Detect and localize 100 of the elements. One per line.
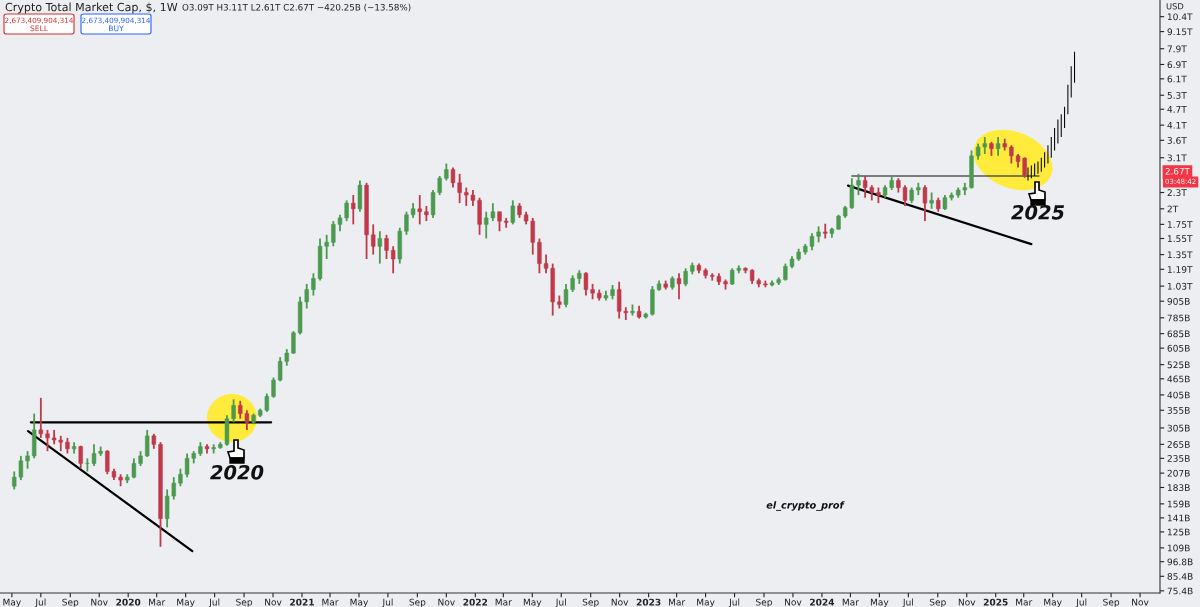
y-tick-label: 3.6T (1167, 137, 1187, 144)
candlestick (477, 196, 482, 236)
candlestick (922, 184, 928, 222)
x-tick-label: Jul (208, 598, 220, 607)
x-tick-label: 2025 (983, 598, 1008, 606)
y-tick-label: 109B (1167, 544, 1190, 552)
y-tick-label: 305B (1167, 424, 1190, 432)
x-tick-label: Jul (1075, 598, 1087, 607)
y-tick-label: 75.4B (1167, 587, 1193, 595)
x-tick-label: Nov (958, 598, 976, 606)
y-tick-label: 235B (1167, 455, 1190, 462)
x-tick-label: Sep (582, 598, 599, 607)
x-tick-label: Nov (611, 598, 629, 606)
x-tick-label: Mar (842, 598, 859, 606)
y-tick-label: 785B (1167, 314, 1190, 322)
candlestick (676, 272, 682, 301)
x-tick-label: 2024 (810, 598, 835, 606)
x-tick-label: May (177, 598, 195, 607)
chart-title: Crypto Total Market Cap, $, 1W (5, 2, 178, 14)
x-tick-label: Nov (265, 598, 282, 606)
y-tick-label: 6.1T (1167, 75, 1187, 83)
y-tick-label: 85.4B (1167, 573, 1193, 580)
x-tick-label: Mar (669, 598, 686, 606)
x-tick-label: Nov (91, 598, 108, 606)
y-tick-label: 605B (1167, 344, 1190, 352)
y-tick-label: 2.3T (1167, 189, 1187, 197)
candlestick (384, 233, 389, 260)
y-tick-label: 1.55T (1167, 235, 1193, 243)
y-tick-label: 3.1T (1167, 154, 1187, 162)
x-tick-label: Mar (1016, 598, 1033, 606)
y-tick-label: 465B (1167, 375, 1190, 383)
candlestick (995, 136, 1001, 157)
candlestick (417, 194, 422, 226)
x-tick-label: 2023 (636, 598, 661, 606)
y-tick-label: 9.15T (1167, 28, 1193, 36)
x-tick-label: May (350, 598, 369, 607)
x-tick-label: Nov (438, 598, 455, 606)
y-tick-label: 355B (1167, 407, 1190, 414)
candlestick (45, 428, 50, 453)
y-tick-label: 4.7T (1167, 106, 1187, 113)
candlestick (357, 179, 363, 213)
x-tick-label: Jul (34, 598, 46, 607)
y-tick-label: 525B (1167, 361, 1190, 369)
candlestick (510, 199, 515, 226)
x-tick-label: Sep (1103, 598, 1120, 607)
candlestick (38, 396, 44, 439)
x-tick-label: Mar (149, 598, 166, 606)
annotation: 2025 (1011, 204, 1065, 220)
y-tick-label: 905B (1167, 297, 1190, 305)
x-tick-label: Nov (785, 598, 802, 606)
x-tick-label: Mar (322, 598, 339, 606)
y-tick-label: 1.03T (1167, 282, 1193, 290)
candlestick (497, 210, 502, 233)
x-tick-label: Nov (1132, 598, 1149, 606)
candlestick (390, 245, 396, 275)
y-tick-label: 2T (1167, 205, 1179, 213)
annotation: 2020 (210, 464, 264, 480)
y-tick-label: 5.3T (1167, 91, 1187, 99)
x-tick-label: Jul (382, 598, 393, 607)
text: USD (1166, 3, 1184, 10)
x-tick-label: Jul (555, 598, 566, 607)
y-tick-label: 207B (1167, 469, 1190, 477)
x-tick-label: 2020 (116, 598, 141, 606)
x-tick-label: Sep (756, 598, 773, 607)
x-tick-label: Sep (236, 598, 253, 607)
y-tick-label: 10.4T (1167, 13, 1193, 21)
y-tick-label: 6.9T (1167, 61, 1187, 69)
y-tick-label: 265B (1167, 441, 1190, 448)
y-tick-label: 141B (1167, 514, 1190, 522)
annotation: O3.09T H3.11T L2.61T C2.67T −420.25B (−13.58%) (182, 3, 411, 12)
text: 2.67T (1165, 167, 1190, 175)
candlestick (856, 172, 861, 196)
annotation: el_crypto_prof (766, 501, 845, 511)
x-tick-label: May (697, 598, 715, 607)
candlestick (377, 230, 383, 265)
y-tick-label: 685B (1167, 330, 1190, 338)
x-tick-label: May (870, 598, 889, 607)
x-tick-label: Jul (728, 598, 740, 607)
x-tick-label: Sep (62, 598, 79, 607)
candlestick (537, 237, 542, 275)
x-tick-label: 2022 (463, 598, 488, 606)
y-tick-label: 159B (1167, 500, 1190, 508)
y-tick-label: 96.8B (1167, 558, 1193, 566)
candlestick (404, 210, 409, 236)
y-tick-label: 1.19T (1167, 266, 1193, 273)
x-tick-label: Sep (929, 598, 946, 607)
y-tick-label: 7.9T (1167, 45, 1187, 53)
y-tick-label: 1.75T (1167, 221, 1193, 228)
candlestick (583, 271, 589, 297)
x-tick-label: Jul (902, 598, 913, 607)
candlestick (351, 194, 356, 226)
candlestick (371, 223, 376, 256)
y-tick-label: 125B (1167, 528, 1190, 536)
y-tick-label: 1.35T (1167, 251, 1193, 259)
y-tick-label: 405B (1167, 391, 1190, 399)
x-tick-label: Mar (495, 598, 512, 606)
x-tick-label: Sep (409, 598, 426, 607)
candlestick (271, 376, 276, 399)
x-tick-label: May (1044, 598, 1062, 607)
candlestick (145, 428, 150, 458)
